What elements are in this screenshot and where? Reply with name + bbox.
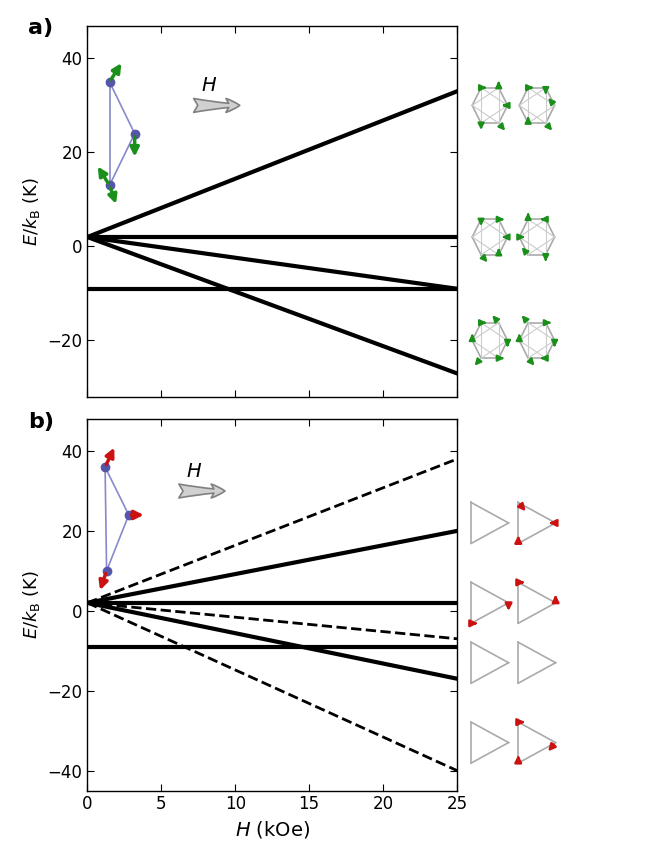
X-axis label: $H$ (kOe): $H$ (kOe) (235, 819, 310, 840)
Y-axis label: $E/k_{\mathrm{B}}$ (K): $E/k_{\mathrm{B}}$ (K) (21, 570, 42, 639)
Text: $H$: $H$ (200, 77, 216, 95)
Text: b): b) (28, 411, 54, 432)
Text: $H$: $H$ (185, 463, 202, 481)
Y-axis label: $E/k_{\mathrm{B}}$ (K): $E/k_{\mathrm{B}}$ (K) (21, 177, 42, 246)
Text: a): a) (28, 18, 53, 38)
